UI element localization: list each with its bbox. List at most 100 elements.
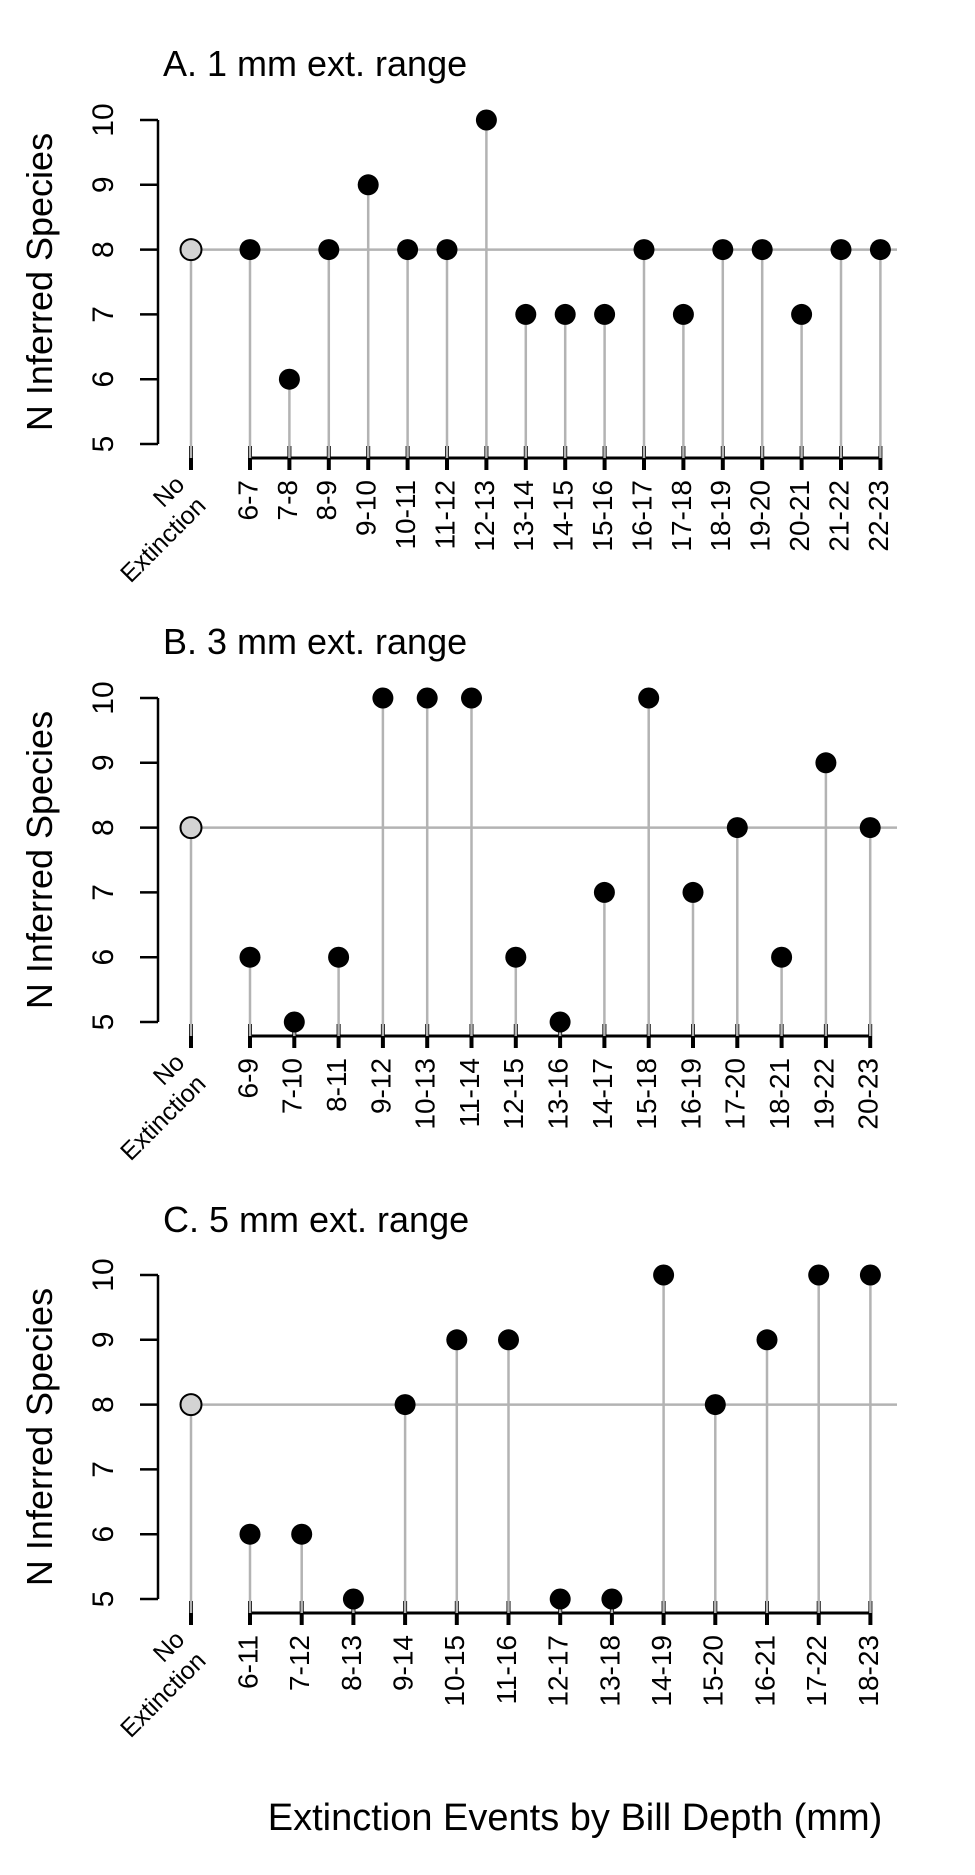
data-point bbox=[549, 1011, 571, 1033]
data-point bbox=[771, 946, 793, 968]
data-point bbox=[283, 1011, 305, 1033]
chart-panel-2: B. 3 mm ext. range 5 6 7 8 9 10 N Inferred Spec… bbox=[19, 621, 897, 1166]
y-tick-label: 6 bbox=[87, 1526, 120, 1543]
chart-title: C. 5 mm ext. range bbox=[163, 1199, 469, 1240]
x-tick-label-reference: NoExtinction bbox=[94, 1048, 212, 1166]
x-tick-label: 7-12 bbox=[284, 1635, 315, 1691]
data-point bbox=[239, 239, 261, 261]
x-tick-label: 18-23 bbox=[853, 1635, 884, 1707]
y-tick-label: 10 bbox=[87, 681, 120, 714]
x-tick-label: 20-23 bbox=[853, 1058, 884, 1130]
x-tick-label: 16-19 bbox=[675, 1058, 706, 1130]
data-point bbox=[318, 239, 340, 261]
data-point bbox=[239, 946, 261, 968]
x-tick-label: 21-22 bbox=[823, 480, 854, 552]
y-tick-label: 7 bbox=[87, 306, 120, 323]
x-tick-label: 8-11 bbox=[321, 1058, 352, 1112]
x-tick-label: 17-18 bbox=[666, 480, 697, 552]
y-axis-title: N Inferred Species bbox=[19, 711, 60, 1009]
data-point bbox=[416, 687, 438, 709]
data-point bbox=[593, 881, 615, 903]
x-tick-label: 12-17 bbox=[543, 1635, 574, 1707]
data-point bbox=[751, 239, 773, 261]
x-tick-label: 6-7 bbox=[232, 480, 263, 520]
x-tick-label: 10-11 bbox=[390, 480, 421, 550]
x-tick-label-reference: NoExtinction bbox=[94, 470, 212, 588]
y-tick-label: 9 bbox=[87, 1331, 120, 1348]
x-tick-label: 19-20 bbox=[745, 480, 776, 552]
y-tick-label: 6 bbox=[87, 371, 120, 388]
data-point bbox=[461, 687, 482, 709]
x-tick-label: 13-16 bbox=[542, 1058, 573, 1130]
data-point bbox=[638, 687, 660, 709]
x-tick-label: 10-13 bbox=[410, 1058, 441, 1130]
y-tick-label: 5 bbox=[87, 1014, 120, 1031]
data-point bbox=[475, 109, 497, 131]
data-point bbox=[601, 1588, 623, 1610]
y-tick-label: 9 bbox=[87, 176, 120, 193]
x-tick-label: 10-15 bbox=[439, 1635, 470, 1707]
y-tick-label: 6 bbox=[87, 949, 120, 966]
x-tick-label: 7-8 bbox=[272, 480, 303, 520]
data-point bbox=[633, 239, 655, 261]
data-point bbox=[278, 368, 300, 390]
y-tick-label: 7 bbox=[87, 1461, 120, 1478]
data-point bbox=[672, 303, 694, 325]
data-point bbox=[357, 174, 379, 196]
data-point bbox=[394, 1394, 416, 1416]
x-tick-label: 6-11 bbox=[232, 1635, 263, 1689]
x-tick-label: 22-23 bbox=[863, 480, 894, 552]
x-tick-label: 13-18 bbox=[594, 1635, 625, 1707]
y-tick-label: 10 bbox=[87, 103, 120, 136]
reference-point bbox=[179, 1393, 203, 1417]
y-tick-label: 9 bbox=[87, 754, 120, 771]
data-point bbox=[549, 1588, 571, 1610]
x-tick-label: 9-12 bbox=[365, 1058, 396, 1114]
data-point bbox=[397, 239, 419, 261]
x-tick-label: 17-22 bbox=[801, 1635, 832, 1707]
x-tick-label: 16-21 bbox=[749, 1635, 780, 1707]
reference-point bbox=[179, 238, 203, 262]
x-tick-label: 11-16 bbox=[491, 1635, 522, 1705]
x-tick-label-reference: NoExtinction bbox=[94, 1625, 212, 1743]
data-point bbox=[342, 1588, 364, 1610]
x-tick-label: 9-10 bbox=[351, 480, 382, 536]
y-axis-title: N Inferred Species bbox=[19, 1288, 60, 1586]
y-tick-label: 8 bbox=[87, 1396, 120, 1413]
x-tick-label: 18-21 bbox=[764, 1058, 795, 1130]
data-point bbox=[682, 881, 704, 903]
data-point bbox=[704, 1394, 726, 1416]
x-tick-label: 14-19 bbox=[646, 1635, 677, 1707]
y-tick-label: 5 bbox=[87, 436, 120, 453]
x-tick-label: 8-9 bbox=[311, 480, 342, 520]
x-tick-label: 6-9 bbox=[232, 1058, 263, 1098]
data-point bbox=[869, 239, 891, 261]
data-point bbox=[436, 239, 458, 261]
chart-panel-1: A. 1 mm ext. range 5 6 7 8 9 10 N Inferred Spec… bbox=[19, 43, 897, 588]
y-tick-label: 10 bbox=[87, 1258, 120, 1291]
x-tick-label: 12-15 bbox=[498, 1058, 529, 1130]
x-tick-label: 8-13 bbox=[336, 1635, 367, 1691]
x-tick-label: 15-16 bbox=[587, 480, 618, 552]
x-tick-label: 19-22 bbox=[808, 1058, 839, 1130]
data-point bbox=[291, 1523, 313, 1545]
data-point bbox=[859, 817, 881, 839]
chart-panel-3: C. 5 mm ext. range 5 6 7 8 9 10 N Inferred Spec… bbox=[19, 1199, 897, 1743]
data-point bbox=[515, 303, 537, 325]
y-axis-title: N Inferred Species bbox=[19, 133, 60, 431]
reference-point bbox=[179, 816, 203, 840]
x-tick-label: 18-19 bbox=[705, 480, 736, 552]
chart-title: B. 3 mm ext. range bbox=[163, 621, 467, 662]
chart-title: A. 1 mm ext. range bbox=[163, 43, 467, 84]
y-tick-label: 5 bbox=[87, 1591, 120, 1608]
y-tick-label: 7 bbox=[87, 884, 120, 901]
x-tick-label: 14-15 bbox=[548, 480, 579, 552]
data-point bbox=[446, 1329, 468, 1351]
y-tick-label: 8 bbox=[87, 241, 120, 258]
x-tick-label: 15-18 bbox=[631, 1058, 662, 1130]
data-point bbox=[239, 1523, 261, 1545]
x-tick-label: 9-14 bbox=[387, 1635, 418, 1691]
x-axis-title: Extinction Events by Bill Depth (mm) bbox=[268, 1797, 883, 1839]
data-point bbox=[498, 1329, 519, 1351]
